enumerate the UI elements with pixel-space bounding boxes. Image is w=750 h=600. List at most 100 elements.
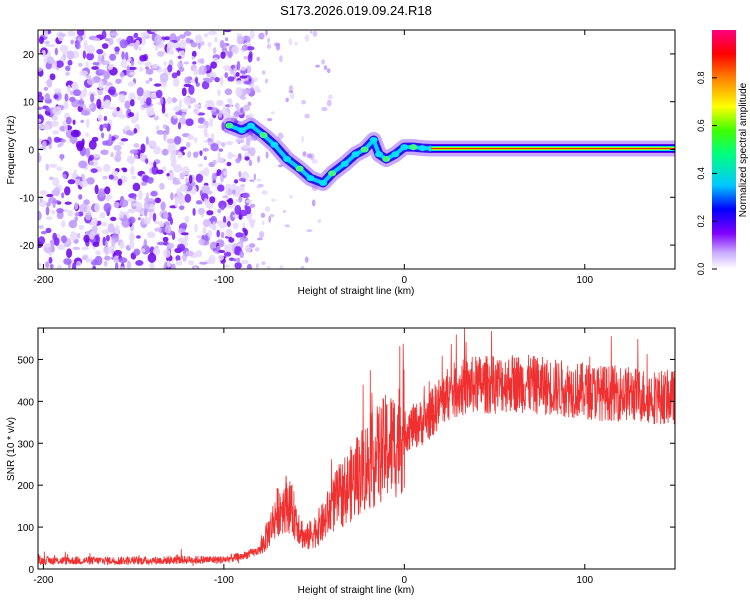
- noise-blob: [85, 132, 90, 137]
- noise-blob: [126, 155, 135, 164]
- noise-blob: [249, 87, 255, 92]
- ridge-point: [391, 151, 400, 158]
- noise-blob: [104, 186, 111, 195]
- ridge-point: [351, 151, 360, 158]
- noise-blob: [63, 258, 72, 265]
- noise-blob: [193, 137, 198, 143]
- noise-blob: [240, 185, 245, 193]
- noise-blob: [38, 236, 46, 245]
- noise-blob: [212, 221, 216, 230]
- noise-blob: [302, 151, 307, 157]
- noise-blob: [107, 89, 115, 94]
- noise-blob: [288, 38, 293, 46]
- noise-blob: [178, 205, 185, 211]
- noise-blob: [224, 37, 229, 42]
- noise-blob: [239, 250, 245, 259]
- noise-blob: [64, 201, 72, 205]
- ridge-point: [375, 151, 384, 158]
- noise-blob: [203, 156, 207, 161]
- noise-blob: [216, 157, 225, 164]
- noise-blob: [163, 248, 171, 258]
- noise-blob: [199, 150, 203, 156]
- noise-blob: [190, 41, 198, 48]
- noise-blob: [130, 60, 135, 67]
- noise-blob: [246, 134, 253, 143]
- noise-blob: [79, 203, 88, 213]
- noise-blob: [198, 66, 202, 75]
- noise-blob: [104, 85, 108, 92]
- noise-blob: [54, 47, 58, 56]
- noise-blob: [127, 198, 136, 203]
- snr-y-tick-label: 100: [17, 523, 34, 534]
- noise-blob: [247, 101, 252, 106]
- noise-blob: [224, 244, 228, 253]
- noise-blob: [47, 43, 56, 48]
- noise-blob: [236, 139, 245, 143]
- noise-blob: [112, 175, 119, 181]
- noise-blob: [217, 89, 221, 97]
- noise-blob: [119, 241, 125, 249]
- noise-blob: [216, 101, 224, 107]
- ridge-point: [328, 170, 337, 177]
- ridge-point: [360, 146, 369, 153]
- noise-blob: [48, 256, 53, 264]
- noise-blob: [67, 209, 74, 217]
- noise-blob: [137, 217, 141, 221]
- noise-blob: [83, 40, 88, 51]
- noise-blob: [254, 85, 260, 92]
- noise-blob: [266, 117, 273, 122]
- noise-blob: [199, 261, 208, 265]
- noise-blob: [254, 247, 258, 251]
- noise-blob: [207, 106, 214, 111]
- spectrogram-y-label: Frequency (Hz): [6, 116, 17, 185]
- noise-blob: [282, 210, 287, 213]
- noise-blob: [140, 31, 150, 37]
- noise-blob: [173, 106, 182, 112]
- noise-blob: [153, 161, 157, 168]
- noise-blob: [188, 174, 193, 184]
- noise-blob: [150, 92, 158, 99]
- noise-blob: [159, 96, 164, 105]
- noise-blob: [41, 49, 46, 58]
- noise-blob: [56, 264, 63, 269]
- noise-blob: [108, 133, 112, 143]
- noise-blob: [76, 30, 85, 37]
- noise-blob: [159, 72, 169, 83]
- noise-blob: [85, 75, 92, 79]
- noise-blob: [304, 256, 309, 263]
- noise-blob: [134, 154, 139, 160]
- noise-blob: [223, 30, 232, 33]
- ridge-point: [306, 175, 315, 182]
- noise-blob: [304, 113, 310, 119]
- noise-blob: [131, 175, 137, 180]
- noise-blob: [248, 159, 253, 167]
- noise-blob: [133, 32, 139, 39]
- noise-blob: [128, 216, 136, 224]
- noise-blob: [258, 32, 265, 40]
- noise-blob: [119, 199, 129, 208]
- noise-blob: [162, 236, 169, 243]
- snr-y-tick-label: 0: [28, 565, 34, 576]
- noise-blob: [181, 166, 190, 176]
- noise-blob: [48, 163, 58, 168]
- noise-blob: [126, 260, 132, 269]
- noise-blob: [267, 37, 270, 44]
- noise-blob: [90, 168, 98, 174]
- ridge-point: [382, 156, 391, 163]
- noise-blob: [243, 55, 248, 60]
- noise-blob: [277, 132, 284, 140]
- noise-blob: [143, 200, 150, 211]
- noise-blob: [188, 97, 197, 104]
- noise-blob: [306, 153, 313, 159]
- noise-blob: [46, 201, 51, 207]
- noise-blob: [187, 104, 191, 109]
- noise-blob: [185, 141, 191, 148]
- noise-blob: [240, 96, 247, 100]
- spectrogram-heat-layer: [38, 30, 675, 269]
- noise-blob: [80, 119, 84, 124]
- noise-blob: [231, 45, 240, 55]
- noise-blob: [94, 184, 99, 195]
- noise-blob: [38, 225, 44, 229]
- noise-blob: [226, 229, 232, 237]
- noise-blob: [101, 60, 110, 66]
